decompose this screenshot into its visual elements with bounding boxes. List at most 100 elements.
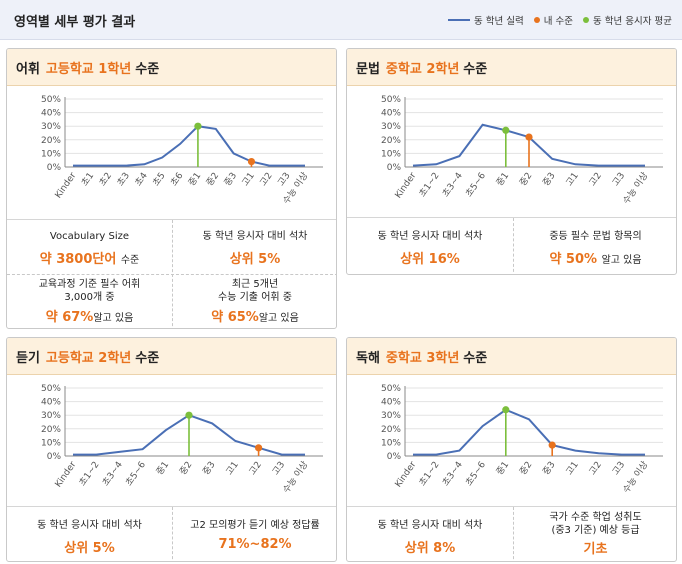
- y-tick-label: 10%: [41, 438, 61, 448]
- y-tick-label: 0%: [47, 452, 62, 462]
- x-tick-label: 초2: [97, 170, 114, 188]
- x-tick-label: 중2: [177, 459, 194, 477]
- x-tick-label: 중1: [494, 170, 511, 188]
- stat-listening-mock: 고2 모의평가 듣기 예상 정답률 71%~82%: [172, 519, 336, 552]
- legend-item-my-level: 내 수준: [533, 13, 574, 27]
- panel-suffix: 수준: [463, 351, 488, 366]
- stat-label: 교육과정 기준 필수 어휘 3,000개 중: [38, 279, 141, 303]
- x-tick-label: 고1: [565, 171, 581, 188]
- panel-listening: 듣기 고등학교 2학년 수준 0% 10% 20% 30% 40% 50% Kinder 초1~2…: [6, 337, 337, 562]
- panel-area: 독해: [356, 351, 380, 366]
- my-level-marker: [255, 444, 263, 452]
- stat-label: 국가 수준 학업 성취도 (중3 기준) 예상 등급: [549, 512, 642, 536]
- panel-area: 문법: [356, 62, 380, 77]
- listening-stats: 동 학년 응시자 대비 석차 상위 5% 고2 모의평가 듣기 예상 정답률 7…: [7, 506, 336, 561]
- listening-chart: 0% 10% 20% 30% 40% 50% Kinder 초1~2 초3~4 초5~6 중1 중2 중…: [41, 384, 323, 495]
- legend-label: 내 수준: [543, 16, 574, 27]
- y-tick-label: 40%: [381, 398, 401, 408]
- x-tick-label: 고3: [276, 171, 292, 188]
- x-tick-label: 초5~6: [463, 170, 488, 199]
- y-tick-label: 30%: [41, 411, 61, 421]
- x-tick-label: 초1: [79, 170, 96, 188]
- panel-level: 고등학교 1학년: [45, 62, 132, 77]
- panel-header: 듣기 고등학교 2학년 수준: [7, 338, 336, 375]
- y-tick-label: 0%: [387, 452, 402, 462]
- y-tick-label: 40%: [41, 398, 61, 408]
- stat-label: 중등 필수 문법 항목의: [549, 231, 642, 242]
- legend-item-average: 동 학년 응시자 평균: [583, 13, 672, 27]
- legend-dot-icon: [533, 17, 540, 23]
- x-tick-label: 고2: [259, 171, 275, 188]
- x-tick-label: 중1: [186, 170, 203, 188]
- stat-vocab-rank: 동 학년 응시자 대비 석차 상위 5%: [172, 230, 336, 267]
- average-marker: [502, 406, 510, 414]
- stat-reading-rank: 동 학년 응시자 대비 석차 상위 8%: [347, 519, 513, 556]
- stat-label: 동 학년 응시자 대비 석차: [202, 231, 308, 242]
- panel-area: 어휘: [16, 62, 40, 77]
- chart-legend: 동 학년 실력 내 수준 동 학년 응시자 평균: [438, 13, 672, 27]
- panel-area: 듣기: [16, 351, 40, 366]
- stat-value: 상위 5%: [64, 541, 115, 556]
- stat-value: 약 3800단어 수준: [39, 252, 140, 267]
- x-tick-label: Kinder: [54, 171, 79, 201]
- stat-label: 동 학년 응시자 대비 석차: [37, 520, 142, 531]
- y-tick-label: 20%: [41, 136, 61, 146]
- series-line: [413, 408, 645, 456]
- my-level-marker: [525, 133, 533, 141]
- vocab-stats: Vocabulary Size 약 3800단어 수준 동 학년 응시자 대비 …: [7, 219, 336, 328]
- stat-value: 기초: [583, 542, 608, 557]
- panel-level: 중학교 2학년: [385, 62, 460, 77]
- panel-level: 중학교 3학년: [385, 351, 460, 366]
- x-tick-label: 중3: [541, 459, 558, 477]
- x-tick-label: Kinder: [394, 171, 419, 201]
- x-tick-label: 고3: [611, 171, 627, 188]
- stat-value: 약 50% 알고 있음: [549, 252, 642, 267]
- y-tick-label: 30%: [41, 122, 61, 132]
- panel-suffix: 수준: [135, 62, 160, 77]
- x-tick-label: 고3: [271, 460, 287, 477]
- stat-label: 최근 5개년 수능 기출 어휘 중: [218, 279, 292, 303]
- reading-chart: 0% 10% 20% 30% 40% 50% Kinder 초1~2 초3~4 초5~6 중1 중2 중…: [381, 384, 663, 495]
- stat-value: 상위 8%: [404, 541, 456, 556]
- legend-line-icon: [448, 19, 471, 21]
- stat-listening-rank: 동 학년 응시자 대비 석차 상위 5%: [7, 519, 172, 556]
- x-tick-label: 초3~4: [100, 459, 125, 488]
- x-tick-label: 중3: [222, 170, 239, 188]
- y-tick-label: 30%: [381, 122, 401, 132]
- x-tick-label: 초5~6: [123, 459, 148, 488]
- x-tick-label: 중2: [517, 170, 534, 188]
- x-tick-label: 초4: [133, 170, 150, 188]
- x-tick-label: 초1~2: [417, 459, 442, 488]
- panel-suffix: 수준: [463, 62, 488, 77]
- panel-suffix: 수준: [135, 351, 160, 366]
- legend-dot-icon: [583, 17, 590, 23]
- x-tick-label: 중2: [517, 459, 534, 477]
- y-tick-label: 50%: [41, 95, 61, 105]
- x-tick-label: 중3: [201, 459, 218, 477]
- x-tick-label: 중1: [494, 459, 511, 477]
- stat-value: 약 65%알고 있음: [211, 310, 299, 325]
- x-tick-label: 고1: [241, 171, 257, 188]
- stat-label: 동 학년 응시자 대비 석차: [377, 231, 483, 242]
- stat-vocab-suneung: 최근 5개년 수능 기출 어휘 중 약 65%알고 있음: [172, 278, 336, 325]
- y-tick-label: 0%: [387, 163, 402, 173]
- vocab-chart: 0% 10% 20% 30% 40% 50% Kinder 초1 초2 초3 초4 초5 초6 중1 중2 중…: [41, 95, 323, 206]
- y-tick-label: 10%: [381, 149, 401, 159]
- x-tick-label: 초6: [168, 170, 185, 188]
- y-tick-label: 50%: [381, 95, 401, 105]
- x-tick-label: 초1~2: [417, 170, 442, 199]
- stat-vocab-size: Vocabulary Size 약 3800단어 수준: [7, 230, 172, 267]
- x-tick-label: 고3: [611, 460, 627, 477]
- x-tick-label: 중3: [541, 170, 558, 188]
- panel-header: 문법 중학교 2학년 수준: [347, 49, 676, 86]
- y-tick-label: 0%: [47, 163, 62, 173]
- panel-header: 독해 중학교 3학년 수준: [347, 338, 676, 375]
- x-tick-label: 고2: [588, 171, 604, 188]
- panel-reading: 독해 중학교 3학년 수준 0% 10% 20% 30% 40% 50% Kinder 초1~2 초…: [346, 337, 677, 562]
- panel-grammar: 문법 중학교 2학년 수준 0% 10% 20% 30% 40% 50% Kinder 초1~2 초…: [346, 48, 677, 275]
- reading-stats: 동 학년 응시자 대비 석차 상위 8% 국가 수준 학업 성취도 (중3 기준…: [347, 506, 676, 561]
- y-tick-label: 10%: [381, 438, 401, 448]
- y-tick-label: 40%: [381, 109, 401, 119]
- y-tick-label: 40%: [41, 109, 61, 119]
- stat-value: 상위 16%: [400, 252, 460, 267]
